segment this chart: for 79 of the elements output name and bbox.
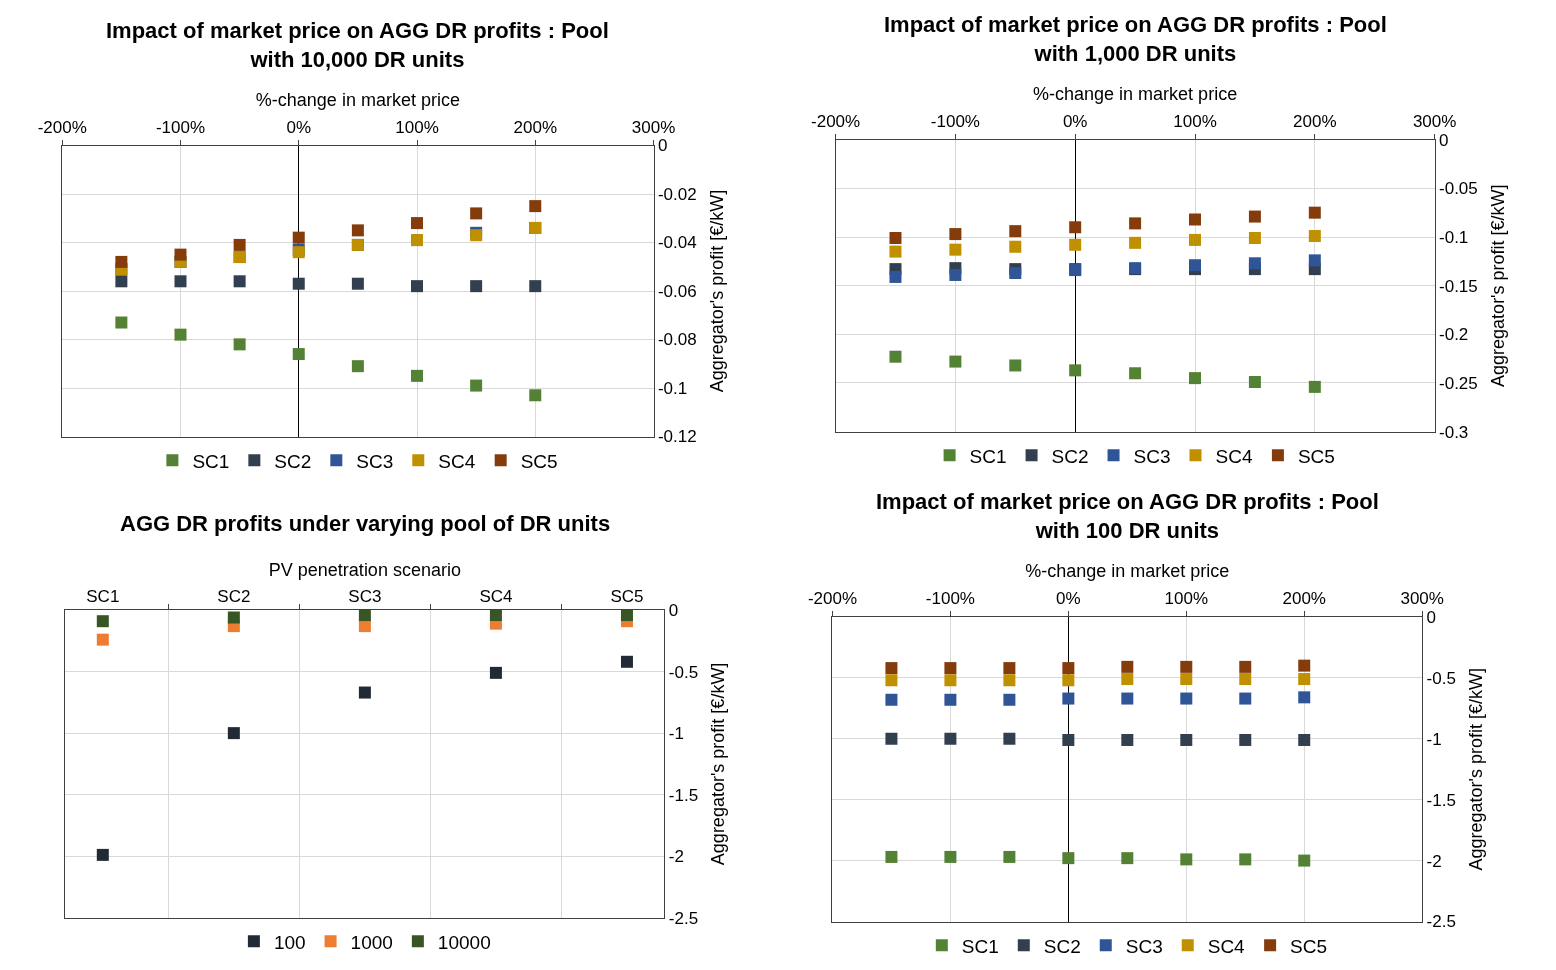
y-axis-title: Aggregator's profit [€/kW] xyxy=(706,189,727,393)
x-axis-title: %-change in market price xyxy=(1025,561,1230,582)
legend-label: SC5 xyxy=(1290,935,1328,957)
y-tick-label: -0.25 xyxy=(1439,373,1478,393)
x-axis-title: %-change in market price xyxy=(1033,84,1238,105)
x-tick-label: SC3 xyxy=(348,587,382,607)
legend-label: SC2 xyxy=(1043,935,1081,957)
y-tick-label: -0.5 xyxy=(668,662,699,682)
x-tick-label: -100% xyxy=(155,117,206,137)
legend-label: SC5 xyxy=(1297,445,1335,467)
x-tick-label: SC4 xyxy=(479,587,513,607)
y-tick-label: 0 xyxy=(657,136,668,156)
legend-label: SC2 xyxy=(1051,445,1089,467)
x-tick-label: SC2 xyxy=(217,587,251,607)
y-tick-label: 0 xyxy=(1439,130,1449,150)
y-tick-label: -0.06 xyxy=(657,281,697,301)
y-tick-label: -0.08 xyxy=(657,330,697,350)
y-tick-label: 0 xyxy=(668,601,679,621)
x-tick-label: -200% xyxy=(807,589,858,609)
chart-title: Impact of market price on AGG DR profits : Pool with 10,000 DR units xyxy=(106,18,609,72)
y-tick-label: -0.1 xyxy=(657,378,688,398)
legend-label: SC1 xyxy=(192,450,230,472)
legend-label: SC4 xyxy=(438,450,476,472)
x-tick-label: 200% xyxy=(1282,589,1326,609)
legend-label: SC1 xyxy=(961,935,999,957)
x-tick-label: 0% xyxy=(1062,111,1088,131)
x-tick-label: -200% xyxy=(811,111,861,131)
x-tick-label: SC1 xyxy=(86,587,120,607)
x-tick-label: SC5 xyxy=(610,587,644,607)
y-tick-label: -1.5 xyxy=(1426,790,1456,810)
y-axis-title: Aggregator's profit [€/kW] xyxy=(708,662,729,866)
x-tick-label: -200% xyxy=(37,117,87,137)
x-axis-title: PV penetration scenario xyxy=(268,559,461,580)
chart-title: Impact of market price on AGG DR profits : Pool with 100 DR units xyxy=(876,489,1379,543)
y-tick-label: -1.5 xyxy=(668,785,699,805)
legend-label: SC1 xyxy=(969,445,1007,467)
x-tick-label: 200% xyxy=(513,117,557,137)
x-tick-label: 300% xyxy=(631,117,676,137)
y-tick-label: -2 xyxy=(1426,851,1442,871)
y-tick-label: -0.12 xyxy=(657,427,697,447)
y-tick-label: -0.5 xyxy=(1426,668,1456,688)
x-tick-label: -100% xyxy=(930,111,980,131)
x-tick-label: 300% xyxy=(1400,589,1444,609)
x-axis-title: %-change in market price xyxy=(255,89,460,110)
legend-label: SC2 xyxy=(274,450,312,472)
x-tick-label: 0% xyxy=(286,117,312,137)
y-tick-label: -2.5 xyxy=(1426,912,1456,932)
x-tick-label: -100% xyxy=(925,589,975,609)
y-tick-label: -2 xyxy=(668,847,684,867)
legend-label: SC3 xyxy=(1125,935,1163,957)
legend-label: SC3 xyxy=(1133,445,1171,467)
y-axis-title: Aggregator's profit [€/kW] xyxy=(1465,667,1486,871)
x-tick-label: 100% xyxy=(395,117,439,137)
y-tick-label: -2.5 xyxy=(668,908,699,928)
legend-label: SC4 xyxy=(1215,445,1253,467)
legend-label: 100 xyxy=(273,931,306,953)
legend-label: 1000 xyxy=(350,931,393,953)
y-axis-title: Aggregator's profit [€/kW] xyxy=(1487,184,1508,387)
legend-label: SC4 xyxy=(1207,935,1246,957)
legend-label: 10000 xyxy=(437,931,491,953)
y-tick-label: -0.15 xyxy=(1439,276,1478,296)
x-tick-label: 100% xyxy=(1173,111,1217,131)
y-tick-label: -0.04 xyxy=(657,233,697,253)
y-tick-label: -0.2 xyxy=(1439,325,1469,345)
y-tick-label: -0.05 xyxy=(1439,179,1478,199)
chart-title: Impact of market price on AGG DR profits : Pool with 1,000 DR units xyxy=(884,12,1387,66)
y-tick-label: -1 xyxy=(1426,729,1442,749)
x-tick-label: 0% xyxy=(1056,589,1081,609)
legend-label: SC3 xyxy=(356,450,394,472)
y-tick-label: -1 xyxy=(668,724,684,744)
y-tick-label: -0.3 xyxy=(1439,422,1469,442)
x-tick-label: 100% xyxy=(1164,589,1209,609)
y-tick-label: 0 xyxy=(1426,607,1437,627)
y-tick-label: -0.1 xyxy=(1439,227,1469,247)
x-tick-label: 300% xyxy=(1412,111,1457,131)
y-tick-label: -0.02 xyxy=(657,184,697,204)
legend-label: SC5 xyxy=(520,450,558,472)
chart-title: AGG DR profits under varying pool of DR units xyxy=(120,511,611,536)
x-tick-label: 200% xyxy=(1293,111,1337,131)
